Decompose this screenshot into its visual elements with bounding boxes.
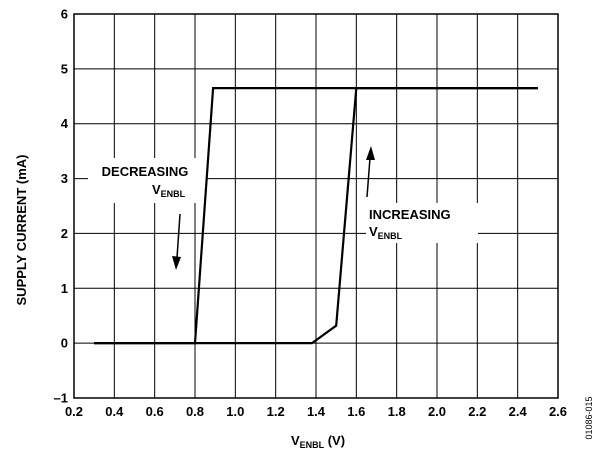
increasing-annotation-line2: VENBL — [369, 224, 403, 241]
y-tick-label: 1 — [61, 281, 68, 296]
y-tick-label: 2 — [61, 226, 68, 241]
x-tick-label: 1.0 — [226, 404, 244, 419]
y-tick-label: 3 — [61, 171, 68, 186]
y-tick-labels: –1 0 1 2 3 4 5 6 — [54, 7, 69, 406]
x-tick-label: 0.4 — [105, 404, 124, 419]
series-lines — [94, 86, 538, 345]
series-line-2 — [94, 86, 538, 345]
decreasing-arrow — [172, 213, 181, 270]
y-tick-label: 4 — [61, 116, 69, 131]
x-tick-label: 0.8 — [186, 404, 204, 419]
x-tick-label: 2.4 — [509, 404, 528, 419]
decreasing-annotation-line2: VENBL — [152, 182, 186, 199]
y-axis-title: SUPPLY CURRENT (mA) — [14, 155, 29, 306]
x-tick-label: 2.2 — [468, 404, 486, 419]
x-tick-labels: 0.2 0.4 0.6 0.8 1.0 1.2 1.4 1.6 1.8 2.0 2.2 2.4 2.6 — [65, 404, 567, 419]
decreasing-annotation-line1: DECREASING — [102, 164, 189, 179]
x-tick-label: 0.2 — [65, 404, 83, 419]
x-tick-label: 1.2 — [267, 404, 285, 419]
decreasing-annotation-box — [88, 158, 206, 203]
x-tick-label: 2.0 — [428, 404, 446, 419]
y-tick-label: 5 — [61, 61, 68, 76]
y-tick-label: 6 — [61, 7, 68, 22]
x-tick-label: 0.6 — [146, 404, 164, 419]
y-tick-label: 0 — [61, 336, 68, 351]
y-tick-label: –1 — [54, 391, 68, 406]
x-tick-label: 1.8 — [388, 404, 406, 419]
x-tick-label: 1.4 — [307, 404, 326, 419]
plot-frame — [73, 13, 559, 399]
x-axis-title: VENBL (V) — [291, 433, 345, 450]
x-tick-label: 2.6 — [549, 404, 567, 419]
figure-id: 01086-015 — [584, 396, 594, 439]
x-tick-label: 1.6 — [347, 404, 365, 419]
increasing-annotation-line1: INCREASING — [369, 207, 451, 222]
increasing-annotation-box — [366, 203, 478, 243]
increasing-arrow — [366, 146, 375, 198]
